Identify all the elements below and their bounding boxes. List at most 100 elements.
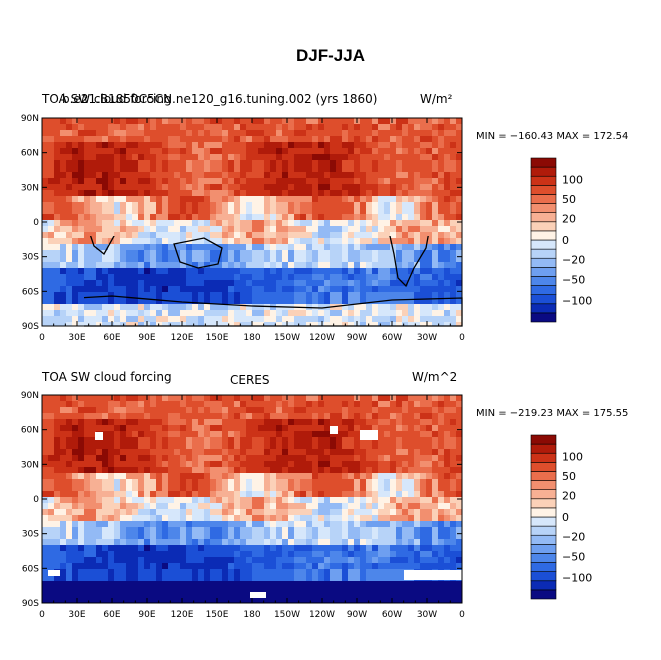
lon-tick-label: 150E	[206, 333, 229, 343]
lon-tick-label: 90W	[347, 333, 367, 343]
coastline	[389, 236, 429, 288]
lon-tick-label: 0	[459, 610, 465, 620]
colorbar-swatch	[530, 267, 557, 277]
lon-tick-label: 120W	[309, 610, 335, 620]
panel2-units: W/m^2	[412, 370, 458, 384]
colorbar-label: −20	[562, 254, 585, 267]
colorbar-swatch	[530, 480, 557, 490]
lat-tick-label: 60N	[21, 149, 39, 159]
lat-tick-label: 90S	[22, 322, 39, 332]
colorbar-swatch	[530, 221, 557, 232]
panel1-center-title: b.e21.B1850C5CN.ne120_g16.tuning.002 (yr…	[62, 92, 378, 106]
colorbar-swatch	[530, 212, 557, 223]
lon-tick-label: 60E	[103, 333, 120, 343]
lat-tick-label: 60S	[22, 564, 39, 574]
panel1-units: W/m²	[420, 92, 453, 106]
colorbar-swatch	[530, 589, 557, 600]
lon-tick-label: 90W	[347, 610, 367, 620]
lat-tick-label: 30N	[21, 183, 39, 193]
colorbar-swatch	[530, 239, 557, 250]
figure-title: DJF-JJA	[296, 46, 365, 65]
colorbar-swatch	[530, 544, 557, 554]
colorbar-swatch	[530, 312, 557, 323]
lon-tick-label: 30E	[68, 610, 85, 620]
colorbar-label: −100	[562, 295, 592, 308]
colorbar-swatch	[530, 443, 557, 454]
panel2-left-title: TOA SW cloud forcing	[42, 370, 172, 384]
lon-tick-label: 180	[243, 610, 260, 620]
colorbar-swatch	[530, 516, 557, 527]
lat-tick-label: 90N	[21, 114, 39, 124]
lon-tick-label: 90E	[138, 333, 155, 343]
lat-tick-label: 60S	[22, 287, 39, 297]
lat-tick-label: 0	[33, 495, 39, 505]
colorbar-label: 100	[562, 450, 583, 463]
lon-tick-label: 30W	[417, 333, 437, 343]
lon-tick-label: 120E	[171, 610, 194, 620]
colorbar-label: −20	[562, 531, 585, 544]
colorbar-swatch	[530, 194, 557, 204]
lon-tick-label: 180	[243, 333, 260, 343]
colorbar-label: −50	[562, 550, 585, 563]
colorbar-swatch	[530, 276, 557, 286]
lon-tick-label: 60W	[382, 610, 402, 620]
lon-tick-label: 30W	[417, 610, 437, 620]
lat-tick-label: 90N	[21, 391, 39, 401]
lat-tick-label: 30N	[21, 460, 39, 470]
lat-tick-label: 0	[33, 218, 39, 228]
colorbar-label: −100	[562, 572, 592, 585]
panel2-min-max: MIN = −219.23 MAX = 175.55	[476, 408, 629, 419]
lon-tick-label: 120W	[309, 333, 335, 343]
colorbar-label: 50	[562, 470, 576, 483]
colorbar-swatch	[530, 452, 557, 463]
colorbar-swatch	[530, 185, 557, 195]
coastline	[89, 236, 115, 255]
lon-tick-label: 150E	[206, 610, 229, 620]
colorbar-label: 20	[562, 213, 576, 226]
lat-tick-label: 60N	[21, 426, 39, 436]
lon-tick-label: 0	[39, 610, 45, 620]
colorbar-label: 50	[562, 193, 576, 206]
colorbar-label: 0	[562, 234, 569, 247]
lat-tick-label: 90S	[22, 599, 39, 609]
lat-tick-label: 30S	[22, 253, 39, 263]
lon-tick-label: 30E	[68, 333, 85, 343]
model-colorbar: 100 50 20 0 −20 −50 −100	[530, 157, 592, 323]
colorbar-swatch	[530, 166, 557, 177]
lon-tick-label: 60W	[382, 333, 402, 343]
lon-tick-label: 150W	[274, 333, 300, 343]
colorbar-swatch	[530, 562, 557, 572]
lon-tick-label: 90E	[138, 610, 155, 620]
colorbar-swatch	[530, 434, 557, 445]
colorbar-swatch	[530, 471, 557, 481]
colorbar-label: 20	[562, 490, 576, 503]
colorbar-swatch	[530, 175, 557, 186]
colorbar-swatch	[530, 525, 557, 536]
lat-tick-label: 30S	[22, 530, 39, 540]
colorbar-swatch	[530, 203, 557, 213]
lon-tick-label: 0	[39, 333, 45, 343]
lon-tick-label: 150W	[274, 610, 300, 620]
colorbar-swatch	[530, 303, 557, 314]
colorbar-swatch	[530, 157, 557, 168]
colorbar-swatch	[530, 248, 557, 259]
colorbar-swatch	[530, 507, 557, 518]
colorbar-swatch	[530, 553, 557, 563]
colorbar-swatch	[530, 462, 557, 472]
colorbar-label: 0	[562, 511, 569, 524]
colorbar-swatch	[530, 498, 557, 509]
colorbar-swatch	[530, 489, 557, 500]
colorbar-swatch	[530, 230, 557, 241]
lon-tick-label: 0	[459, 333, 465, 343]
panel1-left-title: TOA SW cloud forcing	[42, 92, 172, 106]
coastline	[173, 237, 223, 269]
colorbar-swatch	[530, 571, 557, 582]
panel1-min-max: MIN = −160.43 MAX = 172.54	[476, 131, 629, 142]
lon-tick-label: 60E	[103, 610, 120, 620]
panel2-center-title: CERES	[230, 373, 270, 387]
colorbar-label: 100	[562, 173, 583, 186]
colorbar-label: −50	[562, 273, 585, 286]
